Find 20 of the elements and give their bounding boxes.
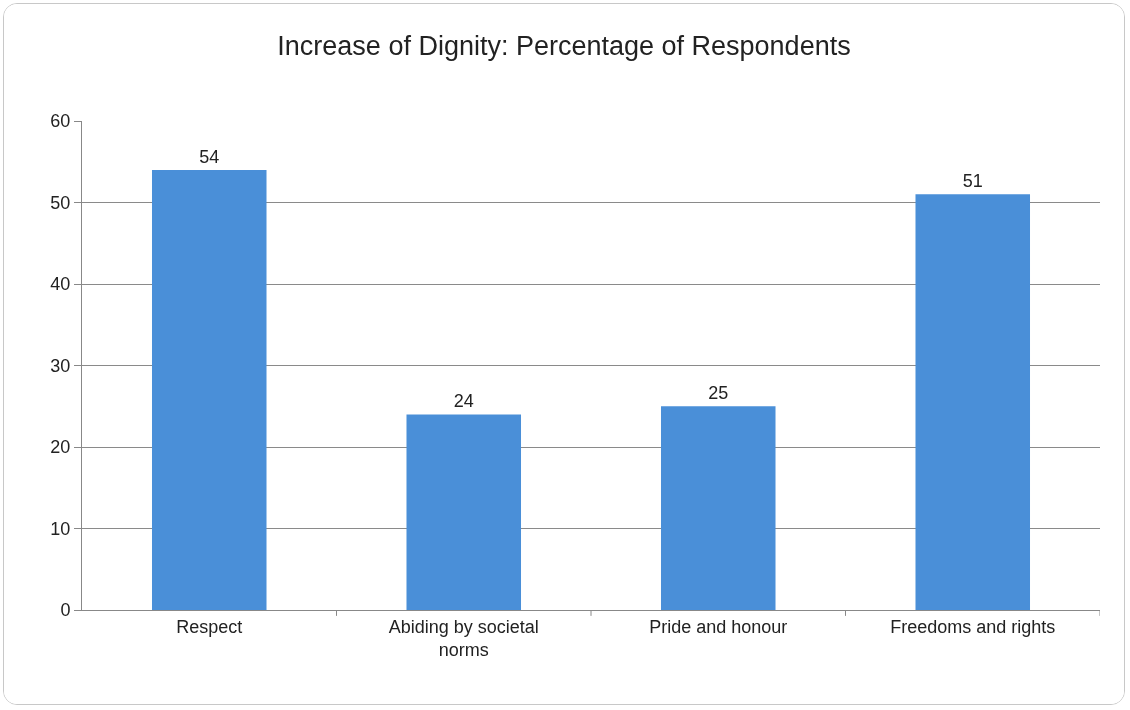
y-tick-label: 30 [50,355,71,376]
data-label: 51 [962,171,983,192]
x-tick-label: Freedoms and rights [890,616,1056,637]
y-tick-label: 60 [50,111,71,132]
x-tick-label: Respect [176,616,243,637]
y-tick-label: 10 [50,518,71,539]
bar [660,406,776,610]
data-label: 24 [453,391,474,412]
data-label: 54 [199,146,220,167]
bar [406,414,522,610]
bar [915,194,1031,610]
x-tick-label: Abiding by societal norms [388,616,539,660]
x-tick-label: Pride and honour [649,616,788,637]
y-tick-label: 40 [50,274,71,295]
y-tick-label: 0 [60,600,71,621]
bar [151,169,267,610]
y-tick-label: 50 [50,192,71,213]
y-tick-label: 20 [50,437,71,458]
chart-title: Increase of Dignity: Percentage of Respondents [277,31,851,62]
data-label: 25 [708,383,729,404]
